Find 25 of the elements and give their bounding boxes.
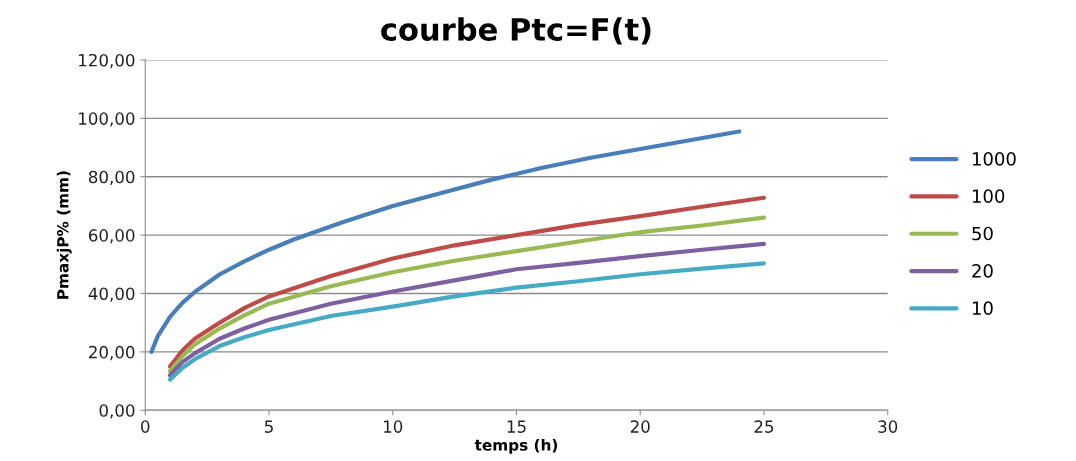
- legend-label: 1000: [972, 152, 1016, 166]
- x-tick-label: 20: [630, 420, 650, 433]
- y-tick-label: 20,00: [89, 345, 135, 361]
- y-tick-label: 120,00: [79, 53, 135, 69]
- x-tick-label: 30: [878, 420, 898, 433]
- legend-label: 20: [972, 264, 993, 278]
- y-tick-label: 0,00: [99, 404, 135, 419]
- x-axis-title: temps (h): [474, 438, 558, 454]
- line-series: [167, 261, 767, 382]
- chart-title: courbe Ptc=F(t): [381, 17, 651, 45]
- y-tick-label: 40,00: [88, 287, 135, 302]
- x-tick-label: 10: [383, 420, 403, 433]
- y-axis-title: PmaxjP% (mm): [56, 171, 72, 299]
- x-tick-label: 5: [264, 420, 273, 433]
- line-series: [149, 129, 742, 354]
- legend-label: 50: [972, 226, 993, 241]
- x-tick-label: 25: [754, 420, 774, 433]
- x-tick-label: 0: [141, 420, 150, 433]
- legend-label: 100: [972, 189, 1005, 204]
- y-tick-label: 80,00: [88, 170, 135, 185]
- y-tick-label: 100,00: [79, 112, 135, 127]
- legend-label: 10: [972, 301, 993, 316]
- line-series: [167, 241, 767, 378]
- y-tick-label: 60,00: [88, 229, 135, 244]
- x-tick-label: 15: [507, 420, 526, 433]
